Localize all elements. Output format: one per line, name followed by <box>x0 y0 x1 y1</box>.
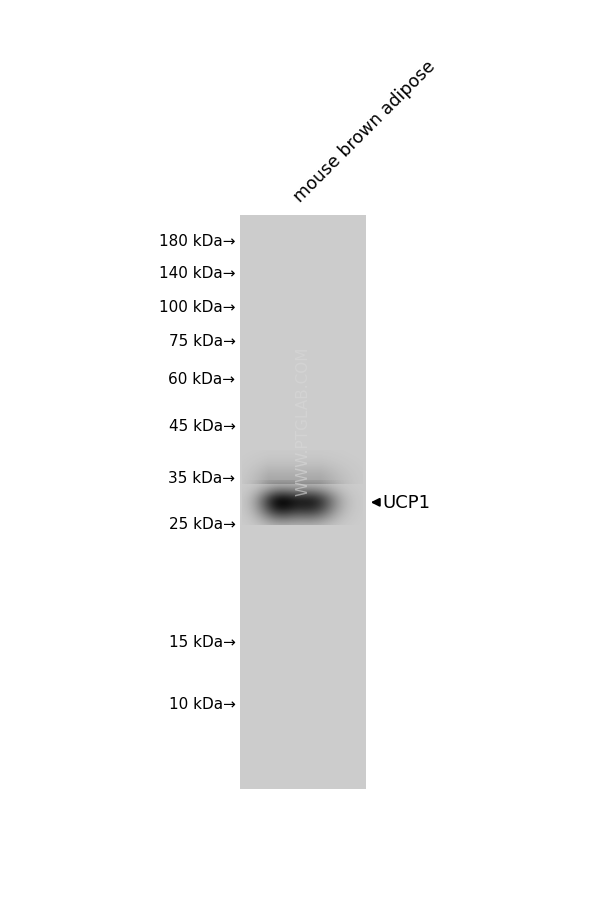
Text: UCP1: UCP1 <box>382 493 430 511</box>
Bar <box>240 216 365 789</box>
Text: 140 kDa→: 140 kDa→ <box>159 265 235 281</box>
Text: WWW.PTGLAB.COM: WWW.PTGLAB.COM <box>295 346 310 495</box>
Text: 10 kDa→: 10 kDa→ <box>169 696 235 711</box>
Text: 75 kDa→: 75 kDa→ <box>169 334 235 348</box>
Text: 25 kDa→: 25 kDa→ <box>169 517 235 532</box>
Text: 60 kDa→: 60 kDa→ <box>169 372 235 387</box>
Text: 100 kDa→: 100 kDa→ <box>159 299 235 315</box>
Text: 45 kDa→: 45 kDa→ <box>169 419 235 433</box>
Text: mouse brown adipose: mouse brown adipose <box>290 57 439 206</box>
Text: 180 kDa→: 180 kDa→ <box>159 235 235 249</box>
Text: 35 kDa→: 35 kDa→ <box>169 470 235 485</box>
Text: 15 kDa→: 15 kDa→ <box>169 634 235 649</box>
